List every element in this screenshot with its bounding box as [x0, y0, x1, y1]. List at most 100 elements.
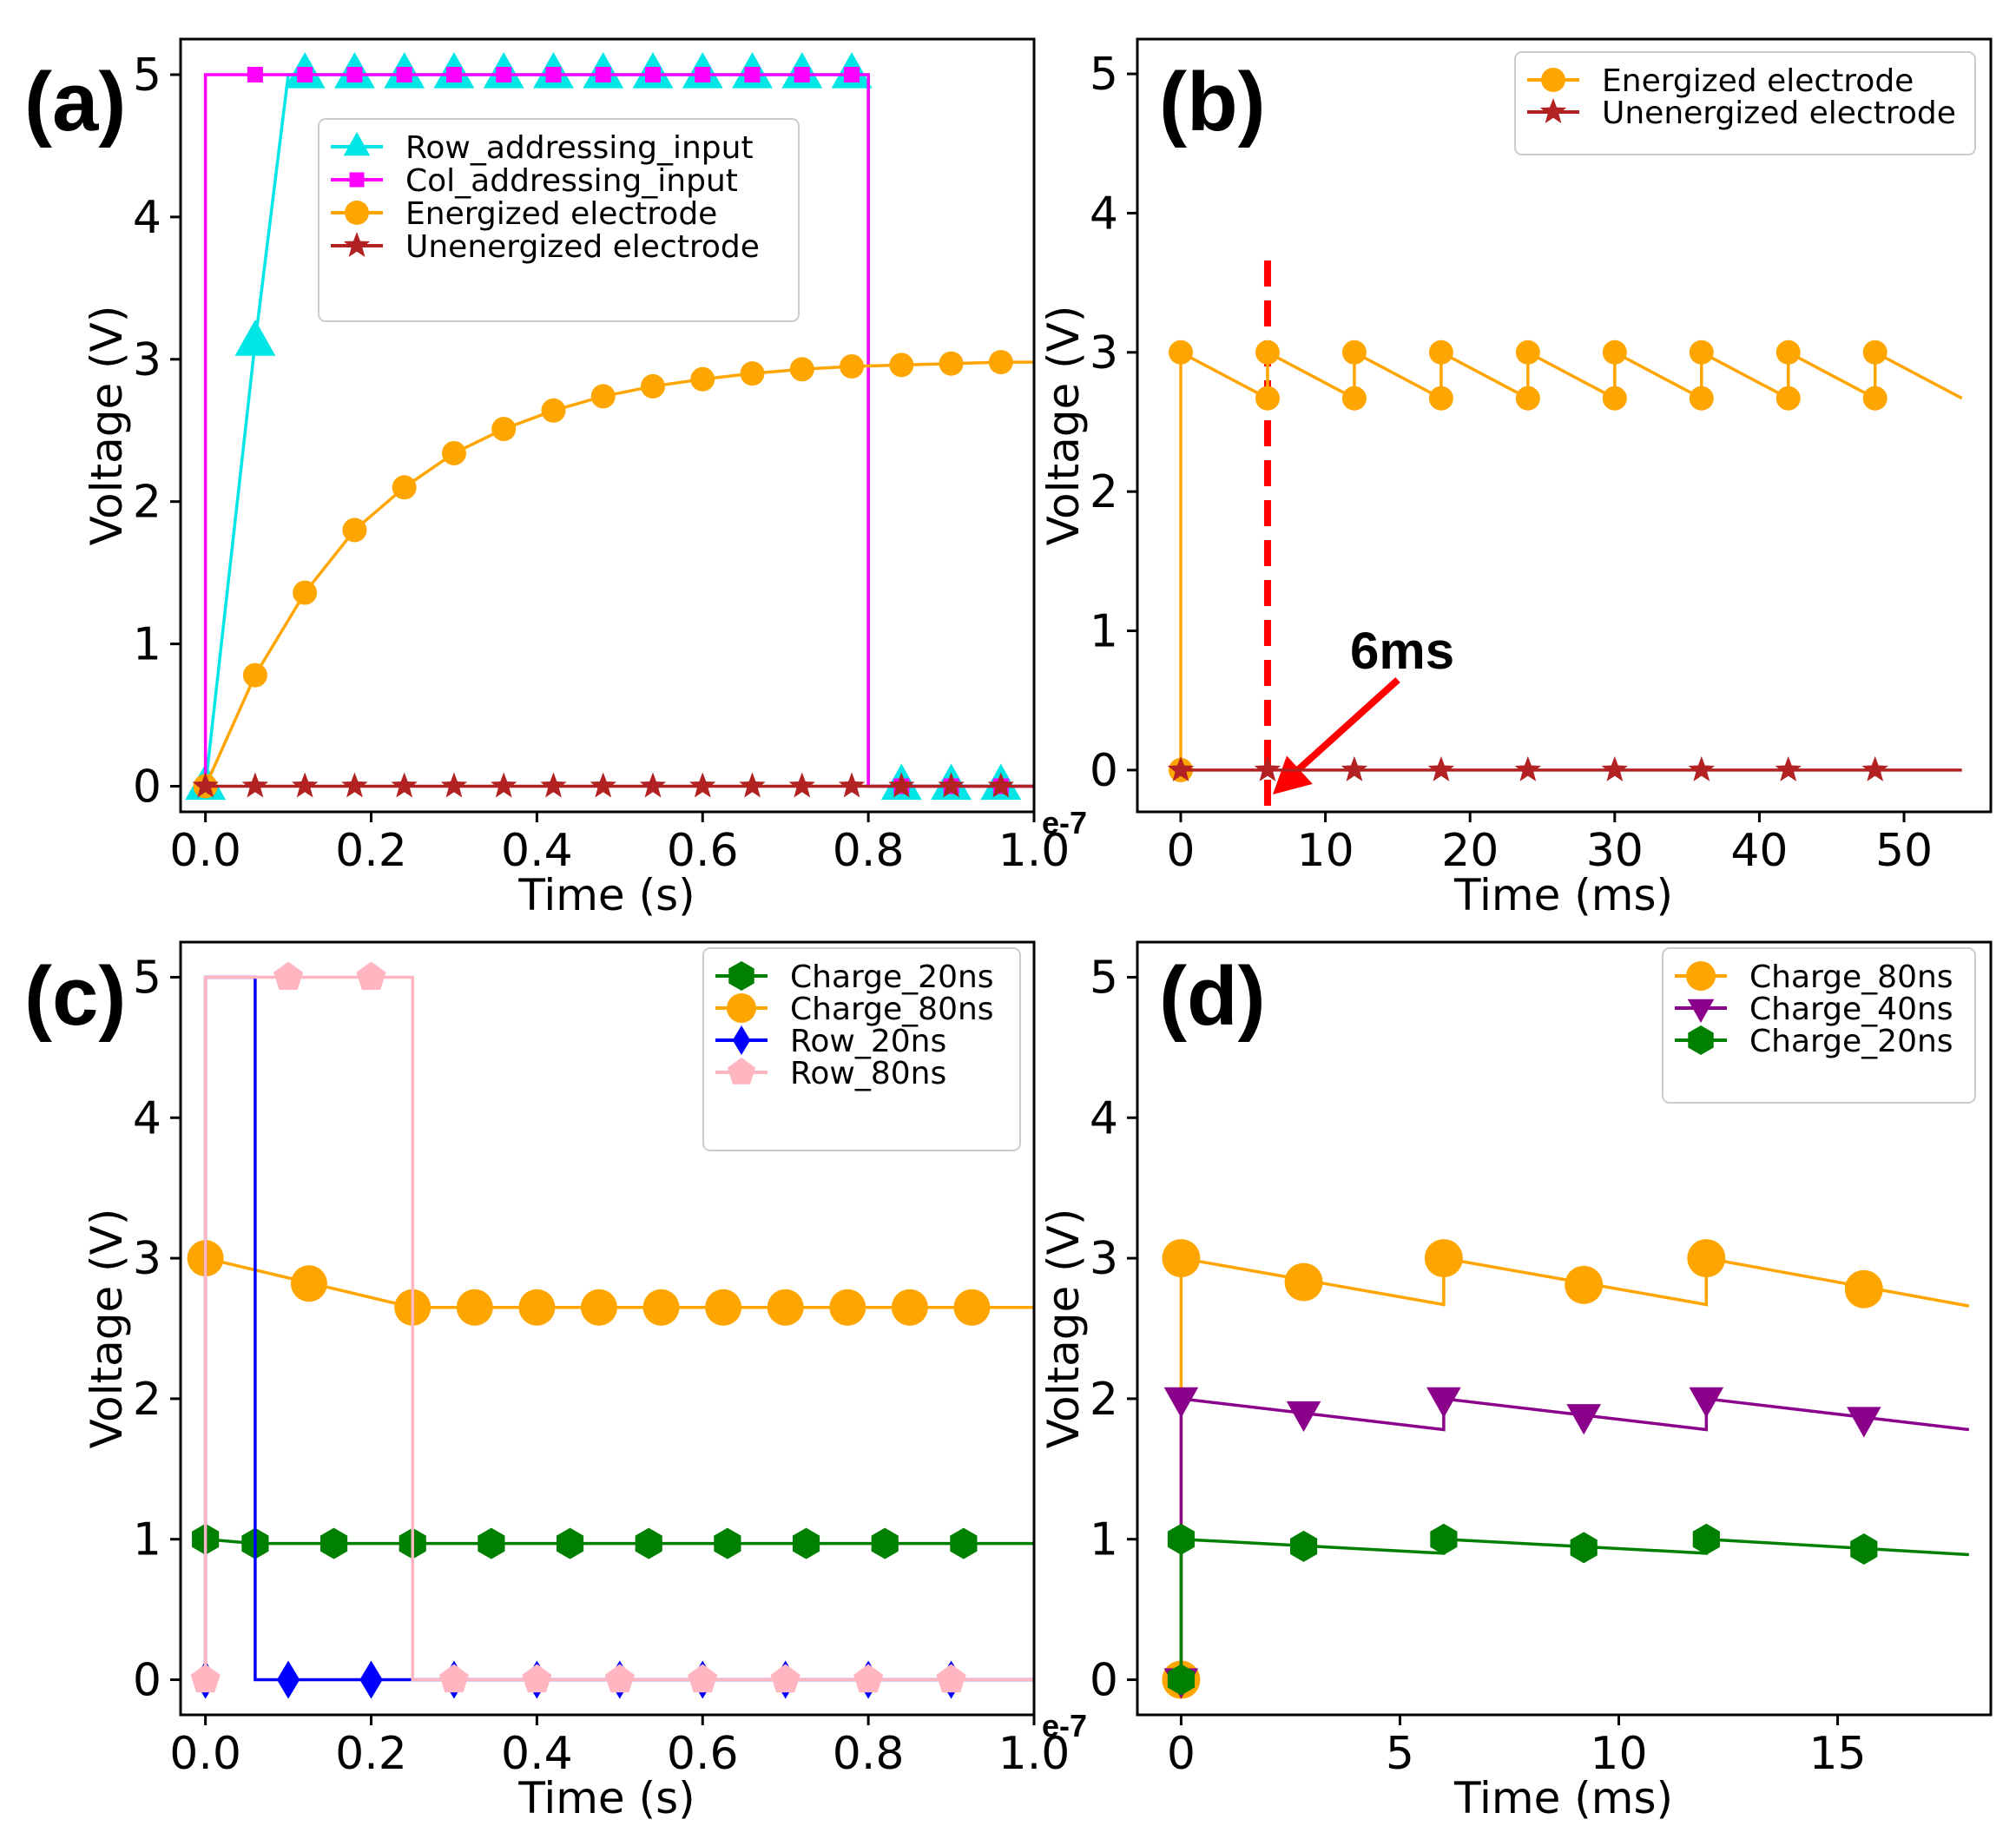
panel-a-series-row-addressing-input-point	[234, 320, 276, 356]
panel-b-series-energized-electrode-point	[1168, 339, 1193, 365]
panel-c-series-row-80ns-point	[688, 1664, 718, 1693]
panel-a-series-col-addressing-input-point	[844, 66, 860, 82]
panel-d-ytick-label: 0	[1090, 1655, 1118, 1707]
panel-d-series-charge-20ns-point	[1289, 1530, 1318, 1562]
panel-d-legend-charge-40ns-marker	[1687, 999, 1715, 1023]
panel-c-series-row-80ns-point	[190, 1664, 221, 1693]
panel-c-ytick-label: 3	[133, 1233, 161, 1285]
annotation-6ms-arrow-head	[1272, 755, 1313, 794]
panel-d-ytick-label: 5	[1090, 952, 1118, 1004]
panel-b-series-unenergized-electrode-point	[1254, 755, 1281, 781]
panel-a-series-energized-electrode-point	[889, 353, 914, 378]
panel-b-series-unenergized-electrode-point	[1775, 755, 1802, 781]
panel-c-series-charge-20ns-point	[950, 1527, 978, 1559]
panel-a-ylabel: Voltage (V)	[82, 306, 132, 546]
panel-b-series-energized-electrode-point	[1428, 386, 1453, 411]
panel-c-xtick-label: 1.0	[998, 1728, 1071, 1780]
panel-b-legend-unenergized-electrode-label: Unenergized electrode	[1602, 96, 1956, 131]
panel-a-xtick-label: 1.0	[998, 825, 1071, 877]
panel-a-legend-unenergized-electrode-marker	[343, 232, 371, 257]
panel-d-series-charge-80ns-point	[1162, 1239, 1201, 1278]
panel-c-series-charge-20ns-point	[714, 1527, 741, 1559]
panel-d-ytick-label: 2	[1090, 1374, 1118, 1426]
panel-c-frame	[179, 940, 1036, 1717]
panel-d-legend-charge-80ns-label: Charge_80ns	[1749, 959, 1953, 995]
panel-a-ytick-label: 4	[133, 192, 161, 244]
panel-a-series-col-addressing-input-point	[644, 66, 661, 82]
panel-d-legend-entry: Charge_80ns	[1675, 959, 1953, 995]
panel-d-xtick-label: 0	[1167, 1728, 1196, 1780]
panel-d-series-charge-40ns-point	[1689, 1387, 1724, 1418]
panel-c-legend-row-20ns-marker	[732, 1025, 751, 1055]
panel-a-legend-entry: Row_addressing_input	[331, 130, 754, 166]
panel-d-series-charge-20ns-point	[1570, 1532, 1598, 1564]
panel-b-series-energized-electrode-point	[1862, 339, 1888, 365]
panel-c-legend-row-80ns-label: Row_80ns	[790, 1056, 946, 1091]
panel-a-series-col-addressing-input-point	[396, 66, 412, 82]
panel-d-ylabel: Voltage (V)	[1038, 1209, 1089, 1449]
panel-a-xtick-label: 0.8	[833, 825, 905, 877]
panel-b-series-energized-electrode-point	[1862, 386, 1888, 411]
panel-d-xtick-label: 15	[1808, 1728, 1866, 1780]
panel-a-plot: 0.0 0.2 0.4 0.6 0.8 1.0 0 1 2 3 4 5	[133, 49, 1070, 877]
panel-a-series-energized-electrode-point	[740, 361, 765, 386]
panel-d: 0 5 10 15 0 1 2 3 4 5 (d) Time (ms) Voltage (V) C…	[1038, 940, 1993, 1823]
panel-a-series-unenergized-electrode-point	[639, 772, 667, 798]
panel-d-ytick-label: 4	[1090, 1092, 1118, 1144]
panel-a-series-unenergized-electrode-point	[788, 772, 815, 798]
panel-c-series-charge-80ns-point	[642, 1289, 680, 1326]
panel-c-series-charge-80ns-point	[891, 1289, 928, 1326]
panel-a-ytick-label: 0	[133, 761, 161, 813]
panel-c-legend-charge-80ns-marker	[727, 993, 756, 1023]
panel-c-legend-row-20ns-label: Row_20ns	[790, 1024, 946, 1059]
panel-b-series-unenergized-electrode-point	[1167, 755, 1195, 781]
panel-d-series-charge-20ns-point	[1430, 1523, 1458, 1555]
panel-d-series-charge-40ns-point	[1426, 1387, 1461, 1418]
panel-a-series-layer	[185, 51, 1034, 801]
panel-c: 0.0 0.2 0.4 0.6 0.8 1.0 0 1 2 3 4 5 (c) Time (s) Vo…	[24, 940, 1087, 1823]
panel-c-plot: 0.0 0.2 0.4 0.6 0.8 1.0 0 1 2 3 4 5	[133, 952, 1070, 1780]
panel-c-xtick-label: 0.6	[667, 1728, 739, 1780]
panel-a-series-col-addressing-input-point	[297, 66, 313, 82]
panel-b-series-energized-electrode-point	[1428, 339, 1453, 365]
panel-a-xlabel: Time (s)	[517, 870, 695, 920]
annotation-6ms-arrow-shaft	[1289, 677, 1400, 778]
panel-a-legend-box	[318, 118, 800, 322]
panel-b-series-energized-electrode-point	[1341, 386, 1367, 411]
panel-c-series-charge-80ns-point	[953, 1289, 991, 1326]
panel-a-series-unenergized-electrode-point	[192, 772, 219, 798]
panel-d-series-charge-40ns-point	[1847, 1407, 1881, 1438]
panel-b-ytick-label: 4	[1090, 188, 1118, 240]
panel-d-xtick-label: 5	[1386, 1728, 1414, 1780]
panel-b-series-unenergized-electrode-point	[1514, 755, 1542, 781]
panel-b-series-energized-electrode-point	[1689, 386, 1714, 411]
panel-c-series-layer	[187, 961, 1034, 1699]
panel-c-series-row-80ns-point	[770, 1664, 800, 1693]
panel-b-series-energized-electrode-point	[1776, 386, 1801, 411]
panel-b-label: (b)	[1159, 56, 1266, 148]
panel-a-series-unenergized-electrode-point	[987, 772, 1015, 798]
panel-c-series-charge-20ns-point	[478, 1527, 505, 1559]
panel-a-legend-col-addressing-input-marker	[349, 172, 365, 188]
panel-a-series-energized-electrode-point	[293, 580, 318, 605]
panel-b-series-layer	[1167, 339, 1963, 782]
panel-a-series-unenergized-electrode-point	[739, 772, 766, 798]
panel-a-series-unenergized-electrode-point	[241, 772, 269, 798]
panel-d-legend-entry: Charge_20ns	[1675, 1024, 1953, 1059]
panel-a-series-col-addressing-input-point	[794, 66, 810, 82]
panel-b-series-unenergized-electrode-point	[1861, 755, 1888, 781]
panel-b-xtick-label: 10	[1297, 825, 1354, 877]
panel-c-series-row-80ns-point	[438, 1664, 470, 1693]
panel-d-series-charge-40ns-point	[1286, 1401, 1321, 1433]
panel-a-series-energized-electrode-point	[392, 475, 417, 500]
panel-a-series-energized-electrode-point	[491, 417, 517, 442]
panel-a-ytick-label: 3	[133, 334, 161, 386]
panel-a-series-energized-electrode-point	[789, 357, 814, 382]
panel-a-series-energized-electrode-point	[840, 353, 865, 379]
panel-d-frame	[1136, 940, 1993, 1717]
panel-d-label: (d)	[1159, 950, 1266, 1043]
panel-c-series-charge-80ns-point	[290, 1265, 327, 1302]
